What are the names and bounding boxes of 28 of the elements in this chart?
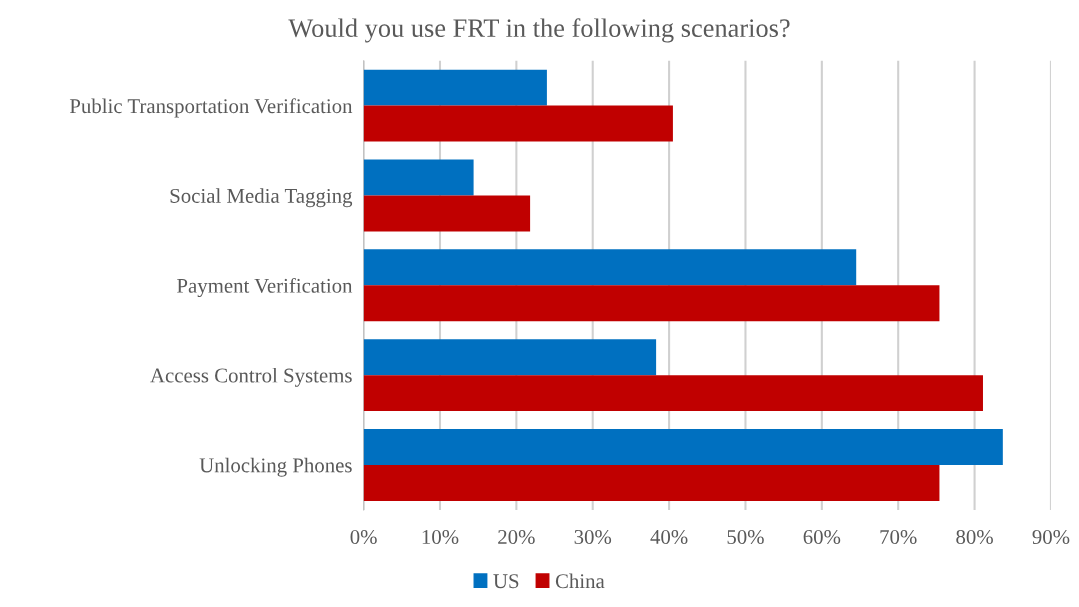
bar: [363, 105, 673, 142]
bar: [363, 195, 531, 232]
y-tick-label: Public Transportation Verification: [69, 98, 353, 118]
bar: [363, 285, 940, 322]
chart-title: Would you use FRT in the following scenarios?: [288, 18, 790, 43]
y-tick-label: Unlocking Phones: [199, 457, 352, 477]
x-tick-label: 80%: [956, 529, 993, 545]
y-tick-label: Payment Verification: [177, 277, 353, 298]
bar: [363, 464, 940, 501]
x-tick-label: 20%: [498, 529, 535, 545]
bar: [363, 69, 547, 106]
y-tick-label: Social Media Tagging: [170, 188, 353, 208]
y-tick-label: Access Control Systems: [150, 367, 352, 387]
x-tick-label: 70%: [880, 529, 917, 545]
x-tick-label: 0%: [350, 529, 377, 545]
bar: [363, 159, 474, 196]
x-tick-label: 10%: [422, 529, 459, 545]
bar: [363, 339, 657, 376]
x-tick-label: 50%: [727, 529, 764, 545]
x-tick-label: 30%: [574, 529, 612, 545]
legend-label: China: [555, 573, 605, 589]
bar: [363, 249, 857, 286]
legend-label: US: [493, 574, 519, 589]
bar: [363, 429, 1003, 465]
x-tick-label: 90%: [1032, 529, 1070, 545]
x-tick-label: 40%: [650, 529, 688, 545]
bar: [363, 375, 983, 412]
x-tick-label: 60%: [803, 529, 841, 545]
